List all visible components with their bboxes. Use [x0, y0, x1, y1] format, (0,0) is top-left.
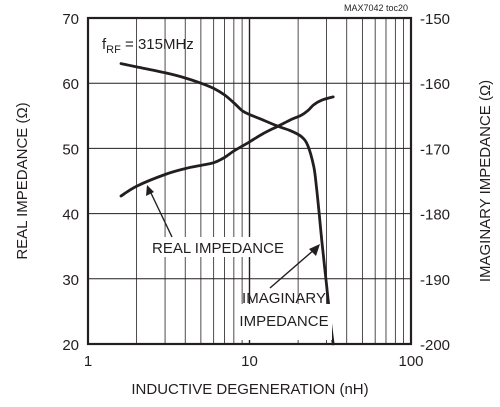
y-right-tick-label: -180	[420, 207, 450, 224]
series-group	[119, 62, 335, 346]
imag-pointer-line	[269, 248, 316, 289]
imag-pointer-arrowhead	[309, 244, 320, 256]
condition-suffix: = 315MHz	[121, 36, 194, 53]
y-right-tick-label: -160	[420, 76, 450, 93]
plot-frame	[86, 16, 413, 346]
series-line-imaginary-impedance	[119, 62, 335, 346]
x-axis-title: INDUCTIVE DEGENERATION (nH)	[131, 381, 368, 398]
y-axis-left-title: REAL IMPEDANCE (Ω)	[14, 102, 31, 259]
series-line-real-impedance	[119, 95, 335, 198]
y-axis-right-title: IMAGINARY IMPEDANCE (Ω)	[477, 80, 494, 282]
y-left-tick-label: 30	[62, 272, 79, 289]
y-right-tick-label: -190	[420, 272, 450, 289]
x-tick-label: 10	[241, 353, 258, 370]
grid	[88, 18, 411, 344]
imag-label-backdrop	[240, 304, 332, 340]
real-pointer-arrowhead	[146, 185, 154, 196]
y-left-tick-label: 50	[62, 141, 79, 158]
y-right-tick-label: -170	[420, 141, 450, 158]
condition-label: fRF = 315MHz	[102, 36, 194, 56]
x-tick-label: 1	[84, 353, 92, 370]
tick-labels: 1 10 100 20 30 40 50 60 70 -200 -190 -180 -170 -160 -1…	[62, 11, 450, 370]
imag-impedance-label-line2: IMPEDANCE	[239, 313, 328, 330]
y-left-tick-label: 70	[62, 11, 79, 28]
real-label-backdrop	[154, 237, 282, 257]
condition-prefix: f	[102, 36, 107, 53]
x-tick-label: 100	[398, 353, 423, 370]
condition-subscript: RF	[106, 44, 121, 56]
real-pointer-line	[149, 190, 173, 238]
y-left-tick-label: 40	[62, 207, 79, 224]
y-right-tick-label: -150	[420, 11, 450, 28]
corner-label: MAX7042 toc20	[344, 3, 408, 13]
imag-impedance-label-line1: IMAGINARY	[242, 290, 326, 307]
y-left-tick-label: 60	[62, 76, 79, 93]
y-left-tick-label: 20	[62, 337, 79, 354]
y-right-tick-label: -200	[420, 337, 450, 354]
real-impedance-label: REAL IMPEDANCE	[152, 240, 284, 257]
